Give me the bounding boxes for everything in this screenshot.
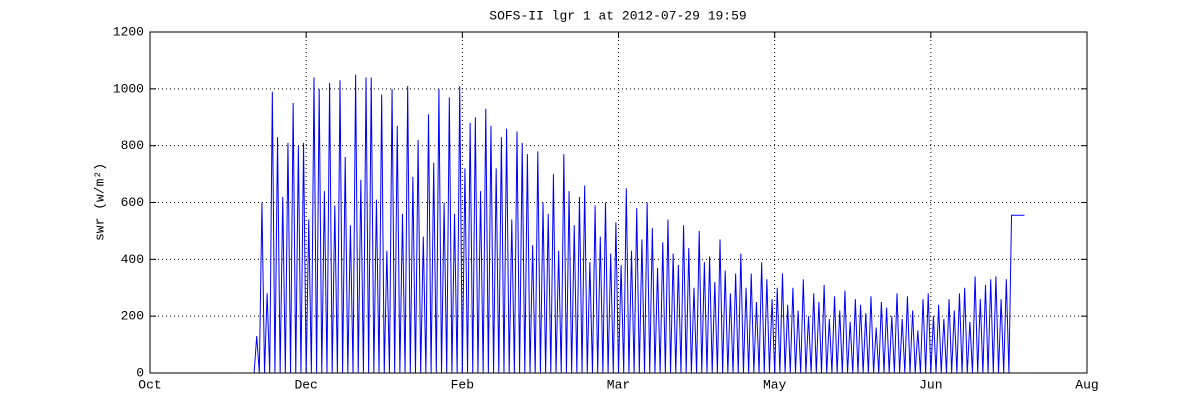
x-tick-label: Aug xyxy=(1075,377,1098,392)
x-tick-label: Oct xyxy=(138,377,161,392)
chart-title: SOFS-II lgr 1 at 2012-07-29 19:59 xyxy=(489,8,746,23)
y-tick-label: 0 xyxy=(136,365,144,380)
x-tick-label: Dec xyxy=(294,377,317,392)
plot-frame xyxy=(149,31,1088,374)
y-tick-label: 1200 xyxy=(113,24,144,39)
x-tick-label: May xyxy=(763,377,787,392)
y-tick-label: 200 xyxy=(121,309,144,324)
y-tick-label: 600 xyxy=(121,195,144,210)
x-tick-label: Jun xyxy=(919,377,942,392)
y-axis-label: swr (w/m²) xyxy=(92,163,107,241)
y-tick-label: 400 xyxy=(121,252,144,267)
y-tick-label: 1000 xyxy=(113,81,144,96)
y-tick-label: 800 xyxy=(121,138,144,153)
x-tick-label: Feb xyxy=(451,377,474,392)
x-tick-label: Mar xyxy=(607,377,630,392)
